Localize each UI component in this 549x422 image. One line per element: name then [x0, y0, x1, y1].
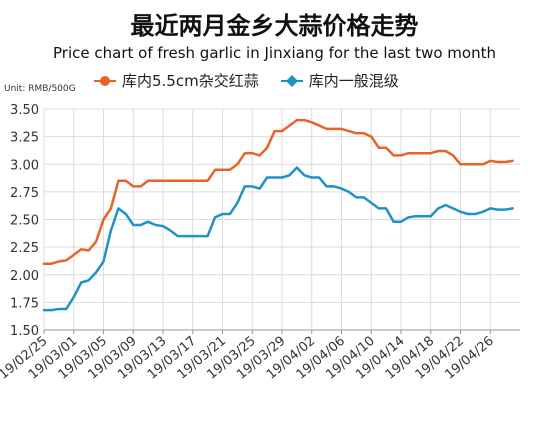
y-tick-label: 1.50 — [10, 324, 39, 339]
y-tick-label: 3.00 — [10, 158, 39, 173]
series-line-2 — [42, 166, 514, 312]
chart-title: 最近两月金乡大蒜价格走势 — [130, 12, 419, 40]
y-tick-label: 2.75 — [10, 186, 39, 201]
unit-label: Unit: RMB/500G — [4, 84, 76, 94]
legend-label-series-1: 库内5.5cm杂交红蒜 — [122, 72, 259, 90]
legend-item-series-2: 库内一般混级 — [280, 70, 399, 91]
legend-item-series-1: 库内5.5cm杂交红蒜 — [94, 70, 259, 91]
legend-swatch-series-1 — [94, 75, 116, 86]
y-tick-label: 2.25 — [10, 241, 39, 256]
y-tick-label: 3.25 — [10, 131, 39, 146]
legend-label-series-2: 库内一般混级 — [308, 72, 399, 90]
y-tick-label: 2.50 — [10, 214, 39, 229]
y-tick-label: 2.00 — [10, 269, 39, 284]
y-tick-label: 3.50 — [10, 103, 39, 118]
series-line-1 — [42, 118, 514, 265]
legend: 库内5.5cm杂交红蒜 库内一般混级 — [94, 70, 399, 91]
legend-swatch-series-2 — [280, 76, 303, 86]
y-tick-label: 1.75 — [10, 296, 39, 311]
chart-subtitle: Price chart of fresh garlic in Jinxiang … — [53, 44, 496, 62]
